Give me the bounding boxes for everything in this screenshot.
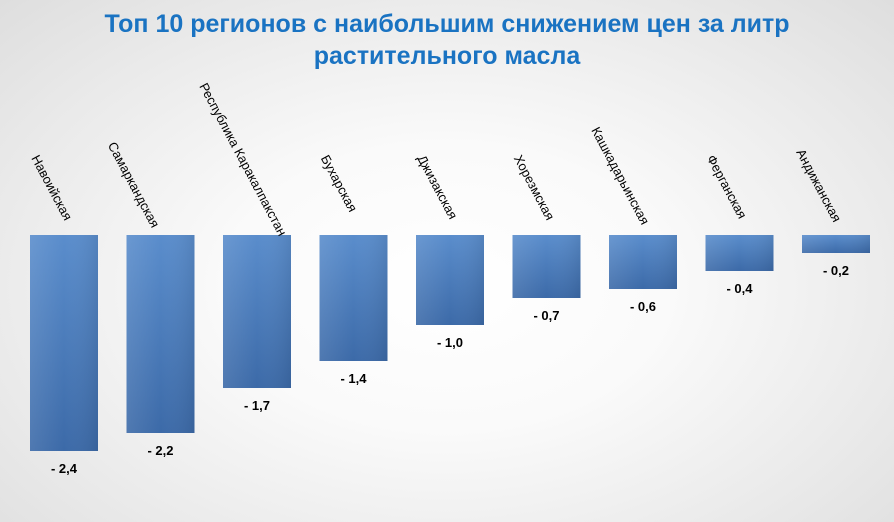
value-label-1: - 2,4 bbox=[51, 461, 78, 476]
bar-shade-4 bbox=[319, 235, 388, 361]
bar-shade-6 bbox=[512, 235, 581, 298]
value-label-8: - 0,4 bbox=[726, 281, 753, 296]
chart-title: Топ 10 регионов с наибольшим снижением ц… bbox=[0, 8, 894, 72]
category-label-6: Хорезмская bbox=[511, 152, 558, 222]
value-label-2: - 2,2 bbox=[147, 443, 173, 458]
value-label-9: - 0,2 bbox=[823, 263, 849, 278]
chart-title-line-1: Топ 10 регионов с наибольшим снижением ц… bbox=[104, 10, 790, 38]
category-label-2: Самаркандская bbox=[105, 139, 163, 230]
category-label-3: Республика Каракалпакстан bbox=[196, 80, 289, 238]
value-label-5: - 1,0 bbox=[437, 335, 463, 350]
category-label-5: Джизакская bbox=[414, 152, 460, 221]
bar-shade-8 bbox=[705, 235, 774, 271]
category-label-8: Ферганская bbox=[704, 152, 750, 221]
value-label-4: - 1,4 bbox=[340, 371, 367, 386]
category-label-7: Кашкадарьинская bbox=[588, 124, 652, 227]
bar-shade-7 bbox=[609, 235, 677, 289]
category-label-4: Бухарская bbox=[318, 152, 360, 214]
value-label-3: - 1,7 bbox=[244, 398, 270, 413]
bar-shade-3 bbox=[223, 235, 291, 388]
value-label-6: - 0,7 bbox=[533, 308, 559, 323]
category-label-1: Навоийская bbox=[28, 152, 75, 223]
chart-title-line-2: растительного масла bbox=[313, 42, 581, 70]
bar-shade-9 bbox=[802, 235, 870, 253]
bar-shade-1 bbox=[30, 235, 98, 451]
bar-shade-2 bbox=[126, 235, 195, 433]
value-label-7: - 0,6 bbox=[630, 299, 656, 314]
bar-shade-5 bbox=[416, 235, 484, 325]
category-label-9: Андижанская bbox=[793, 146, 844, 224]
